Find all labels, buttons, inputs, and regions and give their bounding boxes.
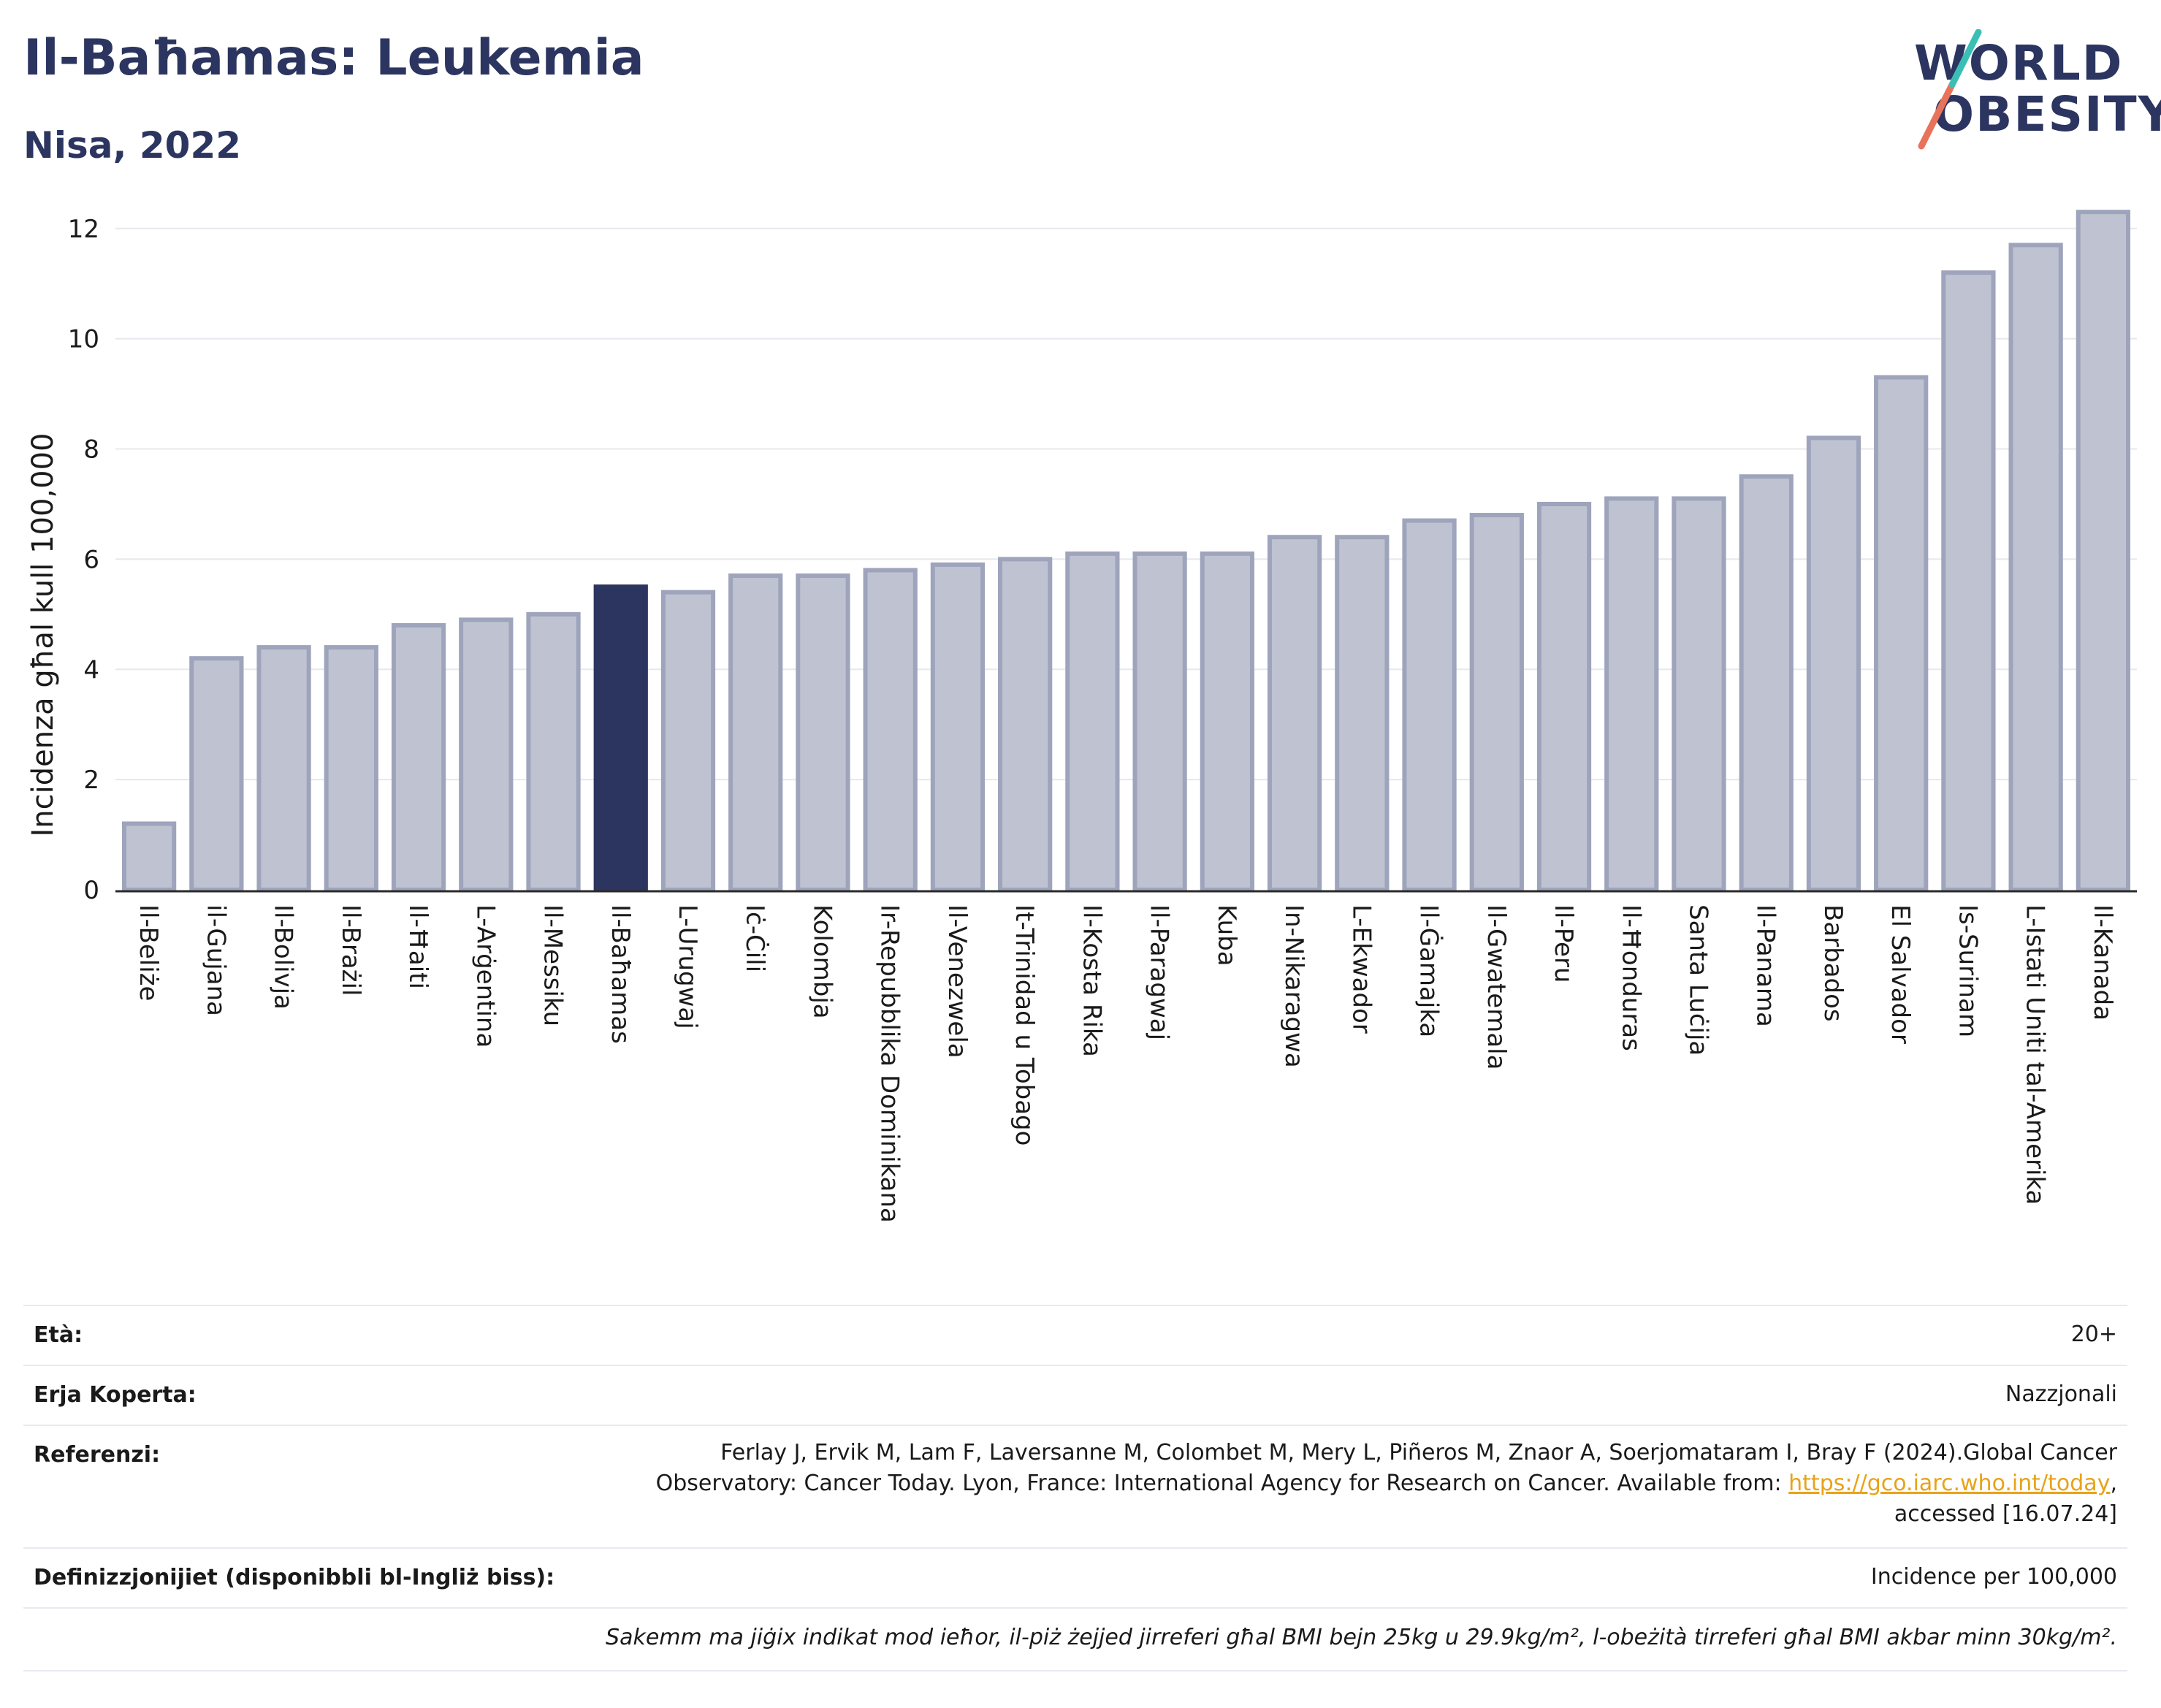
definitions-value: Incidence per 100,000: [1870, 1564, 2117, 1590]
x-tick-label: Il-Venezwela: [942, 904, 972, 1059]
x-tick-label: It-Trinidad u Tobago: [1010, 904, 1039, 1145]
bar: [660, 590, 716, 893]
bar: [728, 573, 783, 892]
bar: [1267, 535, 1322, 892]
y-tick-label: 10: [68, 325, 99, 354]
x-tick-label: Kolombja: [807, 904, 836, 1019]
page-title: Il-Baħamas: Leukemia: [23, 29, 644, 87]
x-tick-label: Il-Peru: [1549, 904, 1578, 983]
x-tick-label: Il-Ħaiti: [403, 904, 432, 989]
bar: [121, 821, 177, 892]
bar: [1469, 513, 1524, 892]
bar: [1402, 518, 1457, 892]
reference-line-3: accessed [16.07.24]: [1894, 1501, 2117, 1527]
bar-highlighted: [593, 584, 648, 892]
definitions-label: Definizzjonijiet (disponibbli bl-Ingliż …: [34, 1565, 555, 1590]
x-tick-label: Il-Paragwaj: [1145, 904, 1174, 1040]
references-label: Referenzi:: [34, 1442, 161, 1468]
x-tick-label: Kuba: [1212, 904, 1241, 967]
bar: [391, 622, 446, 892]
x-tick-label: Il-Beliże: [134, 904, 163, 1001]
bar: [324, 645, 378, 892]
y-tick-label: 4: [83, 655, 99, 685]
x-tick-label: Il-Ġamajka: [1414, 904, 1444, 1037]
logo-line-1: WORLD: [1914, 35, 2124, 91]
x-tick-label: In-Nikaragwa: [1279, 904, 1308, 1068]
info-row-area: Erja Koperta: Nazzjonali: [23, 1365, 2127, 1426]
bar: [189, 656, 244, 892]
x-tick-label: Barbados: [1818, 904, 1848, 1022]
x-tick-label: Il-Panama: [1751, 904, 1780, 1027]
age-value: 20+: [2070, 1322, 2117, 1347]
references-value: Ferlay J, Ervik M, Lam F, Laversanne M, …: [656, 1438, 2117, 1530]
area-value: Nazzjonali: [2005, 1381, 2117, 1407]
x-tick-label: Is-Surinam: [1953, 904, 1982, 1037]
reference-line-1: Ferlay J, Ervik M, Lam F, Laversanne M, …: [720, 1440, 2117, 1465]
reference-line-2-text: Observatory: Cancer Today. Lyon, France:…: [655, 1471, 1789, 1496]
y-tick-label: 0: [83, 876, 99, 905]
bar: [2008, 243, 2063, 893]
bar: [1739, 474, 1794, 893]
bar: [526, 611, 581, 892]
info-row-note: Sakemm ma jiġix indikat mod ieħor, il-pi…: [23, 1607, 2127, 1671]
x-tick-label: Il-Baħamas: [606, 904, 635, 1044]
x-tick-label: il-Gujana: [201, 904, 230, 1016]
y-axis-label: Incidenza għal kull 100,000: [26, 433, 60, 837]
x-tick-label: Il-Kosta Rika: [1077, 904, 1106, 1057]
x-tick-label: L-Istati Uniti tal-Amerika: [2021, 904, 2050, 1205]
y-tick-label: 2: [83, 766, 99, 795]
bar: [1536, 501, 1592, 892]
world-obesity-logo: WORLD OBESITY: [1899, 29, 2161, 153]
y-tick-label: 12: [68, 215, 99, 244]
age-label: Età:: [34, 1322, 83, 1348]
bar: [1806, 435, 1861, 893]
bar: [1874, 375, 1929, 893]
info-row-definitions: Definizzjonijiet (disponibbli bl-Ingliż …: [23, 1547, 2127, 1609]
footnote: Sakemm ma jiġix indikat mod ieħor, il-pi…: [606, 1625, 2117, 1650]
y-axis-ticks: 0 2 4 6 8 10 12: [68, 215, 99, 905]
bar: [459, 617, 514, 892]
x-tick-label: Il-Gwatemala: [1482, 904, 1511, 1070]
bar: [1335, 535, 1390, 892]
bars: [121, 210, 2131, 893]
y-tick-label: 8: [83, 435, 99, 465]
area-label: Erja Koperta:: [34, 1382, 197, 1408]
info-row-age: Età: 20+: [23, 1305, 2127, 1366]
reference-line-2: Observatory: Cancer Today. Lyon, France:…: [656, 1468, 2117, 1499]
x-tick-label: Il-Ħonduras: [1616, 904, 1645, 1051]
bar: [1132, 551, 1187, 892]
x-tick-label: L-Urugwaj: [673, 904, 702, 1029]
logo-slash-icon: [1918, 29, 1982, 150]
logo-line-2: OBESITY: [1933, 86, 2161, 142]
info-row-references: Referenzi: Ferlay J, Ervik M, Lam F, Lav…: [23, 1425, 2127, 1549]
x-tick-label: Il-Bolivja: [269, 904, 298, 1010]
bar: [998, 557, 1053, 892]
x-tick-label: Il-Messiku: [538, 904, 568, 1026]
bar: [1604, 496, 1659, 893]
bar: [1200, 551, 1254, 892]
reference-line-2-end: ,: [2110, 1471, 2117, 1496]
grid-lines: [115, 227, 2137, 781]
reference-link[interactable]: https://gco.iarc.who.int/today: [1788, 1471, 2111, 1496]
x-tick-label: Il-Brażil: [336, 904, 365, 996]
x-tick-label: Iċ-Ċili: [740, 904, 770, 972]
x-tick-label: L-Ekwador: [1346, 904, 1376, 1034]
bar: [796, 573, 850, 892]
x-tick-label: L-Arġentina: [470, 904, 500, 1048]
x-tick-label: El Salvador: [1886, 904, 1915, 1044]
x-tick-label: Santa Luċija: [1683, 904, 1712, 1056]
x-axis-labels: Il-Beliże il-Gujana Il-Bolivja Il-Brażil Il-…: [134, 904, 2117, 1223]
x-tick-label: Ir-Repubblika Dominikana: [875, 904, 904, 1223]
bar: [256, 645, 311, 892]
bar: [863, 568, 918, 892]
bar: [2076, 210, 2131, 893]
page-subtitle: Nisa, 2022: [23, 124, 242, 167]
bar: [1672, 496, 1726, 893]
bar: [1065, 551, 1120, 892]
x-tick-label: Il-Kanada: [2088, 904, 2117, 1021]
y-tick-label: 6: [83, 545, 99, 574]
bar: [930, 562, 986, 892]
bar: [1941, 270, 1996, 893]
